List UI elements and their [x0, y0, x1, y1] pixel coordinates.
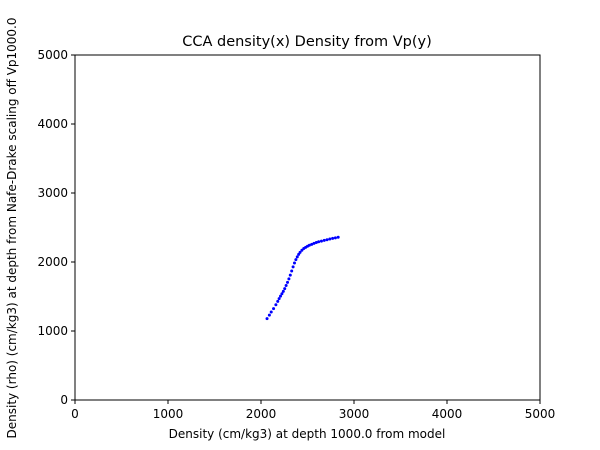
data-point	[287, 277, 291, 281]
data-point	[333, 236, 337, 240]
data-point	[279, 294, 283, 298]
data-point	[267, 313, 271, 317]
data-point	[310, 242, 314, 246]
data-point	[295, 255, 299, 259]
data-point	[314, 241, 318, 245]
x-tick-label: 0	[71, 407, 79, 421]
data-point	[328, 237, 332, 241]
data-point	[317, 240, 321, 244]
y-tick-label: 1000	[37, 324, 68, 338]
x-axis: 0 1000 2000 3000 4000 5000	[71, 400, 555, 421]
data-point	[294, 258, 298, 262]
data-point	[265, 317, 269, 321]
x-tick-label: 4000	[432, 407, 463, 421]
data-point	[276, 299, 280, 303]
plot-area	[74, 54, 541, 401]
data-point	[298, 250, 302, 254]
data-point	[280, 292, 284, 296]
data-point	[336, 235, 340, 239]
data-points	[265, 235, 340, 321]
y-tick-label: 3000	[37, 186, 68, 200]
y-axis-label: Density (rho) (cm/kg3) at depth from Naf…	[5, 17, 19, 438]
x-tick-label: 5000	[525, 407, 556, 421]
data-point	[325, 238, 329, 242]
data-point	[283, 287, 287, 291]
data-point	[274, 303, 278, 307]
x-tick-label: 2000	[246, 407, 277, 421]
data-point	[319, 239, 323, 243]
y-tick-label: 2000	[37, 255, 68, 269]
data-point	[288, 273, 292, 277]
data-point	[277, 297, 281, 301]
data-point	[331, 236, 335, 240]
data-point	[322, 238, 326, 242]
data-point	[307, 243, 311, 247]
x-tick-label: 3000	[339, 407, 370, 421]
y-axis: 0 1000 2000 3000 4000 5000	[37, 48, 75, 407]
data-point	[291, 265, 295, 269]
chart-title: CCA density(x) Density from Vp(y)	[182, 34, 432, 50]
x-axis-label: Density (cm/kg3) at depth 1000.0 from mo…	[169, 427, 446, 441]
data-point	[284, 283, 288, 287]
data-point	[286, 280, 290, 284]
data-point	[290, 269, 294, 273]
y-tick-label: 0	[60, 393, 68, 407]
y-tick-label: 4000	[37, 117, 68, 131]
y-tick-label: 5000	[37, 48, 68, 62]
data-point	[312, 241, 316, 245]
data-point	[269, 310, 273, 314]
x-tick-label: 1000	[153, 407, 184, 421]
data-point	[292, 261, 296, 265]
data-point	[281, 289, 285, 293]
data-point	[272, 307, 276, 311]
